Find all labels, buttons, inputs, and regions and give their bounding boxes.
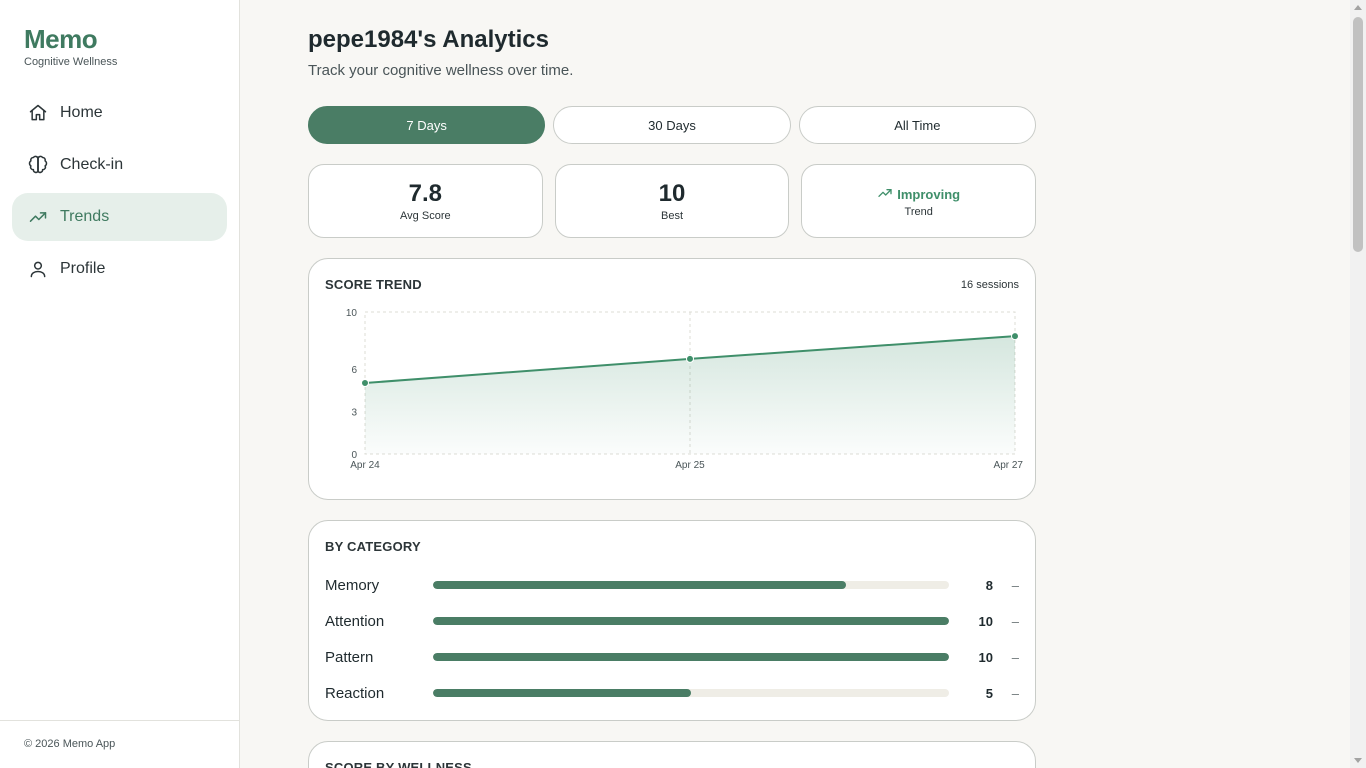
trend-indicator: Improving: [877, 185, 960, 204]
stat-label: Avg Score: [400, 210, 451, 222]
y-tick-label: 3: [351, 407, 357, 418]
category-bar-fill: [433, 617, 949, 625]
y-tick-label: 0: [351, 450, 357, 461]
sidebar-item-profile[interactable]: Profile: [12, 245, 227, 293]
stat-label: Best: [661, 210, 684, 222]
y-tick-label: 6: [351, 365, 357, 376]
tab-7-days[interactable]: 7 Days: [308, 106, 546, 144]
sidebar-item-label: Check-in: [60, 156, 124, 173]
trend-point: [1011, 332, 1019, 341]
sidebar: Memo Cognitive Wellness Home Check-in Tr…: [0, 0, 240, 768]
trend-point: [686, 354, 694, 363]
sidebar-item-home[interactable]: Home: [12, 89, 227, 137]
category-value: 10: [978, 649, 993, 665]
x-tick-label: Apr 25: [675, 460, 705, 471]
trend-area: [365, 336, 1015, 454]
sidebar-nav: Home Check-in Trends Profile: [12, 89, 227, 297]
user-icon: [28, 259, 48, 279]
trend-value: Improving: [897, 186, 961, 202]
category-bar-track: [433, 617, 949, 625]
category-row-memory: Memory 8 –: [325, 575, 1019, 595]
page-title: pepe1984's Analytics: [308, 26, 549, 53]
x-tick-label: Apr 27: [994, 460, 1024, 471]
by-category-card: BY CATEGORY Memory 8 – Attention 10 – Pa…: [308, 520, 1036, 721]
category-row-pattern: Pattern 10 –: [325, 647, 1019, 667]
category-value: 8: [985, 577, 993, 593]
app-tagline: Cognitive Wellness: [24, 56, 118, 68]
category-row-reaction: Reaction 5 –: [325, 683, 1019, 703]
brand: Memo Cognitive Wellness: [24, 24, 117, 68]
category-bar-track: [433, 689, 949, 697]
stat-avg-score: 7.8 Avg Score: [308, 164, 543, 238]
category-change: –: [1011, 649, 1019, 665]
score-trend-card: SCORE TREND 16 sessions 0 3 6 10 Apr 24 Apr 2…: [308, 258, 1036, 500]
category-name: Memory: [325, 576, 380, 594]
stat-value: 10: [658, 180, 686, 207]
card-title: BY CATEGORY: [325, 539, 421, 554]
category-name: Attention: [325, 612, 385, 630]
card-title: SCORE TREND: [325, 277, 422, 292]
home-icon: [28, 103, 48, 123]
stat-best: 10 Best: [554, 164, 790, 238]
page-subtitle: Track your cognitive wellness over time.: [308, 62, 574, 79]
tab-30-days[interactable]: 30 Days: [553, 106, 791, 144]
category-change: –: [1011, 685, 1019, 701]
category-name: Reaction: [325, 684, 385, 702]
trending-up-icon: [28, 207, 48, 227]
stat-value: 7.8: [408, 180, 443, 207]
category-bar-fill: [433, 581, 846, 589]
category-row-attention: Attention 10 –: [325, 611, 1019, 631]
page-scrollbar[interactable]: [1350, 0, 1366, 768]
category-value: 10: [978, 613, 993, 629]
category-bar-fill: [433, 689, 691, 697]
category-bar-track: [433, 653, 949, 661]
scroll-down-arrow[interactable]: [1354, 758, 1362, 763]
stat-trend: Improving Trend: [801, 164, 1037, 238]
sidebar-item-label: Home: [60, 104, 103, 121]
scroll-thumb[interactable]: [1353, 17, 1363, 252]
app-logo[interactable]: Memo: [24, 24, 98, 54]
category-bar-fill: [433, 653, 949, 661]
session-count: 16 sessions: [960, 279, 1019, 291]
stat-label: Trend: [904, 205, 933, 218]
category-bar-track: [433, 581, 949, 589]
range-tabs: 7 Days 30 Days All Time: [308, 106, 1036, 144]
category-change: –: [1011, 613, 1019, 629]
y-tick-label: 10: [346, 308, 358, 319]
x-tick-label: Apr 24: [350, 460, 380, 471]
brain-icon: [28, 155, 48, 175]
trend-point: [361, 379, 369, 387]
trending-up-icon: [877, 185, 893, 204]
copyright: © 2026 Memo App: [0, 720, 239, 767]
category-name: Pattern: [325, 648, 374, 666]
sidebar-item-check-in[interactable]: Check-in: [12, 141, 227, 189]
category-value: 5: [985, 685, 993, 701]
sidebar-item-label: Profile: [60, 260, 106, 277]
sidebar-item-trends[interactable]: Trends: [12, 193, 227, 241]
score-by-wellness-card: SCORE BY WELLNESS: [308, 741, 1036, 768]
scroll-up-arrow[interactable]: [1354, 5, 1362, 10]
stats-row: 7.8 Avg Score 10 Best Improving Trend: [308, 164, 1037, 238]
score-trend-chart: 0 3 6 10 Apr 24 Apr 25 Apr 27: [346, 308, 1024, 471]
sidebar-item-label: Trends: [60, 208, 110, 225]
card-title: SCORE BY WELLNESS: [325, 760, 472, 768]
tab-all-time[interactable]: All Time: [798, 106, 1036, 144]
category-change: –: [1011, 577, 1019, 593]
